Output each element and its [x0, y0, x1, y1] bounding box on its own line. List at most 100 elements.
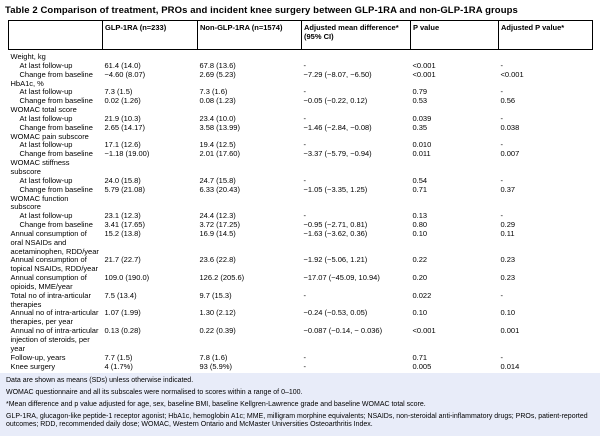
data-cell: -	[500, 175, 504, 185]
data-cell: −0.95 (−2.71, 0.81)	[303, 220, 368, 230]
table-body: Weight, kg At last follow-up 61.4 (14.0) 67…	[9, 50, 593, 372]
data-cell: 7.3 (1.5)	[104, 87, 133, 97]
row-label: At last follow-up	[19, 140, 73, 150]
table-row: At last follow-up 7.3 (1.5) 7.3 (1.6) - 0.79…	[9, 88, 593, 97]
data-cell	[103, 195, 198, 213]
table-row: Annual consumption of opioids, MME/year 1…	[9, 273, 593, 292]
data-cell: <0.001	[500, 69, 524, 79]
column-header: Adjusted mean difference* (95% CI)	[301, 20, 411, 50]
table-row: Change from baseline −4.60 (8.07) 2.69 (5.…	[9, 69, 593, 80]
data-cell	[499, 195, 593, 213]
data-cell: 0.014	[500, 361, 520, 371]
data-cell: 126.2 (205.6)	[199, 273, 245, 283]
data-cell	[302, 195, 411, 213]
data-cell: 21.9 (10.3)	[104, 113, 141, 123]
row-label: WOMAC total score	[10, 105, 77, 115]
table-row: WOMAC stiffness subscore	[9, 158, 593, 177]
data-cell: 0.007	[500, 149, 520, 159]
data-cell: −1.05 (−3.35, 1.25)	[303, 184, 368, 194]
data-cell: 0.022	[412, 290, 432, 300]
row-label: At last follow-up	[19, 60, 73, 70]
row-label: At last follow-up	[19, 113, 73, 123]
data-cell: 1.30 (2.12)	[199, 308, 236, 318]
table-row: At last follow-up 23.1 (12.3) 24.4 (12.3) -…	[9, 211, 593, 221]
data-cell: -	[500, 60, 504, 70]
row-label: Change from baseline	[19, 149, 93, 159]
table-row: At last follow-up 24.0 (15.8) 24.7 (15.8) -…	[9, 175, 593, 186]
data-cell: 23.4 (10.0)	[199, 113, 236, 123]
data-cell: 2.65 (14.17)	[104, 122, 145, 132]
table-header: GLP-1RA (n=233) Non-GLP-1RA (n=1574) Adjus…	[8, 20, 593, 50]
data-cell	[302, 159, 411, 177]
data-cell: 5.79 (21.08)	[104, 184, 145, 194]
row-label: Total no of intra-articular therapies	[10, 290, 91, 309]
data-cell: -	[303, 140, 307, 150]
data-cell: 3.58 (13.99)	[199, 122, 240, 132]
data-cell: 0.54	[412, 175, 428, 185]
data-cell	[198, 50, 302, 62]
table-row: WOMAC total score	[9, 105, 593, 115]
data-cell: 0.20	[412, 273, 428, 283]
data-cell: 0.011	[412, 149, 431, 159]
row-label: Weight, kg	[10, 52, 46, 61]
data-cell	[499, 50, 593, 62]
data-cell: −3.37 (−5.79, −0.94)	[303, 149, 372, 159]
data-cell: 0.37	[500, 184, 516, 194]
data-cell: 16.9 (14.5)	[199, 228, 236, 238]
data-cell: -	[303, 290, 307, 300]
data-cell: −17.07 (−45.09, 10.94)	[303, 273, 380, 283]
column-header	[8, 20, 103, 50]
table-row: Annual consumption of oral NSAIDs and ac…	[9, 228, 593, 257]
column-header: P value	[410, 20, 499, 50]
data-cell: -	[303, 211, 307, 221]
data-cell	[103, 50, 198, 62]
data-cell: 0.11	[500, 228, 515, 238]
row-label: WOMAC function subscore	[10, 193, 69, 212]
row-label: Change from baseline	[19, 69, 93, 79]
data-cell: 0.10	[412, 228, 428, 238]
table-row: Change from baseline −1.18 (19.00) 2.01 (1…	[9, 149, 593, 159]
row-label: At last follow-up	[19, 211, 73, 221]
data-cell: -	[500, 211, 504, 221]
data-cell: −1.46 (−2.84, −0.08)	[303, 122, 372, 132]
row-label: Knee surgery	[10, 361, 56, 371]
data-cell: 0.10	[500, 308, 516, 318]
table-row: At last follow-up 21.9 (10.3) 23.4 (10.0) -…	[9, 113, 593, 124]
data-cell: -	[500, 290, 504, 300]
row-label: Annual consumption of oral NSAIDs and ac…	[10, 228, 99, 256]
row-label: Change from baseline	[19, 184, 93, 194]
data-cell: 4 (1.7%)	[104, 361, 133, 371]
data-cell: <0.001	[412, 69, 436, 79]
data-cell: -	[500, 87, 504, 97]
data-cell	[411, 50, 499, 62]
data-cell: 7.3 (1.6)	[199, 87, 228, 97]
table-row: Annual consumption of topical NSAIDs, RD…	[9, 256, 593, 274]
data-cell: -	[303, 175, 307, 185]
data-cell: 0.13	[412, 211, 428, 221]
data-cell: 21.7 (22.7)	[104, 255, 141, 265]
table-footnotes: Data are shown as means (SDs) unless oth…	[0, 373, 600, 436]
data-cell: 7.5 (13.4)	[104, 290, 137, 300]
data-cell: −1.92 (−5.06, 1.21)	[303, 255, 368, 265]
row-label: At last follow-up	[19, 87, 73, 97]
data-cell: <0.001	[412, 326, 436, 336]
data-cell: −4.60 (8.07)	[104, 69, 146, 79]
data-cell: 1.07 (1.99)	[104, 308, 141, 318]
data-cell	[499, 133, 593, 142]
data-cell: −0.087 (−0.14, − 0.036)	[303, 326, 383, 336]
data-cell	[302, 133, 411, 142]
data-cell: -	[303, 87, 307, 97]
data-cell: 0.23	[500, 255, 516, 265]
data-cell: 0.22 (0.39)	[199, 326, 236, 336]
data-cell: 23.1 (12.3)	[104, 211, 141, 221]
data-cell: -	[303, 113, 307, 123]
data-cell: 93 (5.9%)	[199, 361, 233, 371]
data-cell: 0.010	[412, 140, 432, 150]
column-header: GLP-1RA (n=233)	[102, 20, 198, 50]
data-cell	[499, 80, 593, 89]
data-cell: 6.33 (20.43)	[199, 184, 240, 194]
data-cell: -	[500, 113, 504, 123]
row-label: Change from baseline	[19, 96, 93, 106]
table-row: Change from baseline 5.79 (21.08) 6.33 (20…	[9, 184, 593, 195]
